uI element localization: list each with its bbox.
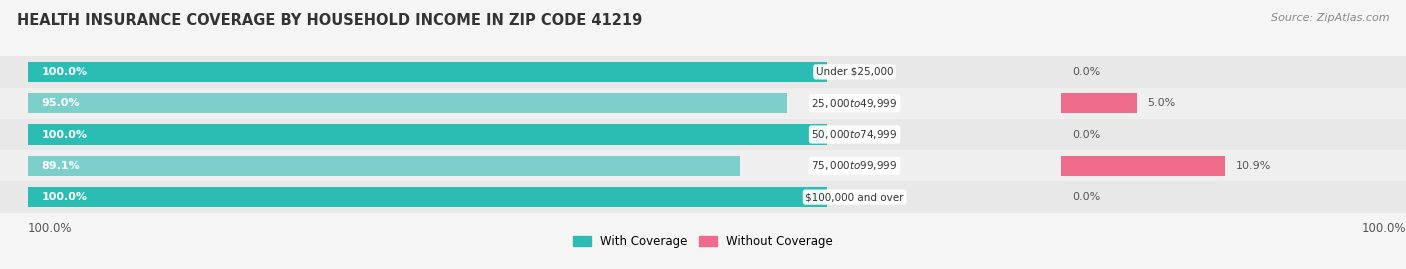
Text: $50,000 to $74,999: $50,000 to $74,999	[811, 128, 898, 141]
Text: $100,000 and over: $100,000 and over	[806, 192, 904, 202]
Text: 95.0%: 95.0%	[41, 98, 80, 108]
Bar	[28, 62, 827, 82]
Text: 0.0%: 0.0%	[1073, 67, 1101, 77]
Text: 100.0%: 100.0%	[1361, 221, 1406, 235]
Text: $25,000 to $49,999: $25,000 to $49,999	[811, 97, 898, 110]
Text: 0.0%: 0.0%	[1073, 192, 1101, 202]
Bar	[0, 87, 1406, 119]
Text: 100.0%: 100.0%	[28, 221, 72, 235]
Bar	[28, 124, 827, 145]
Text: 100.0%: 100.0%	[41, 67, 87, 77]
Legend: With Coverage, Without Coverage: With Coverage, Without Coverage	[568, 230, 838, 253]
Text: 10.9%: 10.9%	[1236, 161, 1271, 171]
Text: 89.1%: 89.1%	[41, 161, 80, 171]
Bar	[0, 119, 1406, 150]
Text: HEALTH INSURANCE COVERAGE BY HOUSEHOLD INCOME IN ZIP CODE 41219: HEALTH INSURANCE COVERAGE BY HOUSEHOLD I…	[17, 13, 643, 29]
Bar	[28, 187, 827, 207]
Text: 100.0%: 100.0%	[41, 192, 87, 202]
Bar	[28, 156, 740, 176]
Bar	[28, 93, 787, 113]
Text: Under $25,000: Under $25,000	[815, 67, 893, 77]
Text: 0.0%: 0.0%	[1073, 129, 1101, 140]
Text: 5.0%: 5.0%	[1147, 98, 1175, 108]
Text: $75,000 to $99,999: $75,000 to $99,999	[811, 159, 898, 172]
Bar	[0, 150, 1406, 182]
Bar	[0, 182, 1406, 213]
Text: Source: ZipAtlas.com: Source: ZipAtlas.com	[1271, 13, 1389, 23]
Text: 100.0%: 100.0%	[41, 129, 87, 140]
Bar	[0, 56, 1406, 87]
Bar	[1062, 156, 1225, 176]
Bar	[1062, 93, 1136, 113]
